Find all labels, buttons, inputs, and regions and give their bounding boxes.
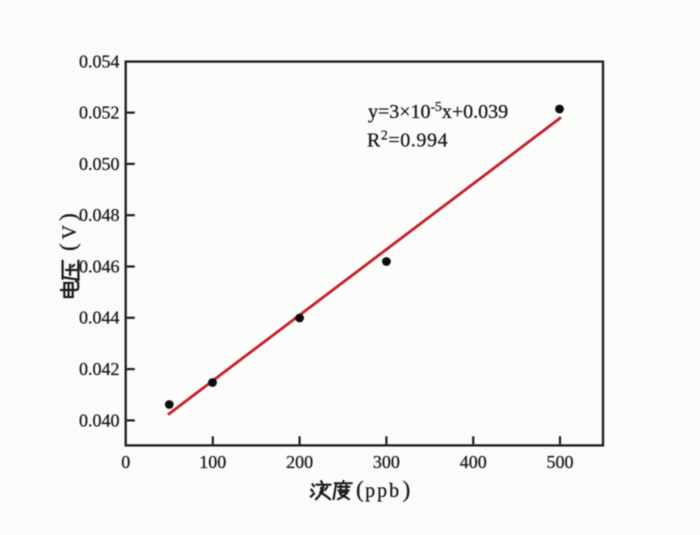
- svg-text:300: 300: [373, 452, 400, 472]
- svg-text:(ppb): (ppb): [356, 477, 410, 502]
- svg-text:200: 200: [286, 452, 313, 472]
- svg-text:0.044: 0.044: [79, 308, 120, 328]
- svg-text:400: 400: [460, 452, 487, 472]
- svg-text:0.052: 0.052: [79, 103, 120, 123]
- svg-text:y=3×10-5x+0.039: y=3×10-5x+0.039: [368, 99, 508, 123]
- svg-text:0.048: 0.048: [79, 205, 120, 225]
- svg-text:0.046: 0.046: [79, 256, 120, 276]
- svg-text:0: 0: [121, 452, 130, 472]
- svg-text:(V): (V): [56, 213, 81, 251]
- svg-text:0.050: 0.050: [79, 154, 120, 174]
- svg-text:0.054: 0.054: [79, 51, 120, 71]
- svg-text:0.040: 0.040: [79, 410, 120, 430]
- svg-text:R2=0.994: R2=0.994: [367, 128, 448, 152]
- svg-text:500: 500: [547, 452, 574, 472]
- svg-text:0.042: 0.042: [79, 359, 120, 379]
- svg-text:100: 100: [199, 452, 226, 472]
